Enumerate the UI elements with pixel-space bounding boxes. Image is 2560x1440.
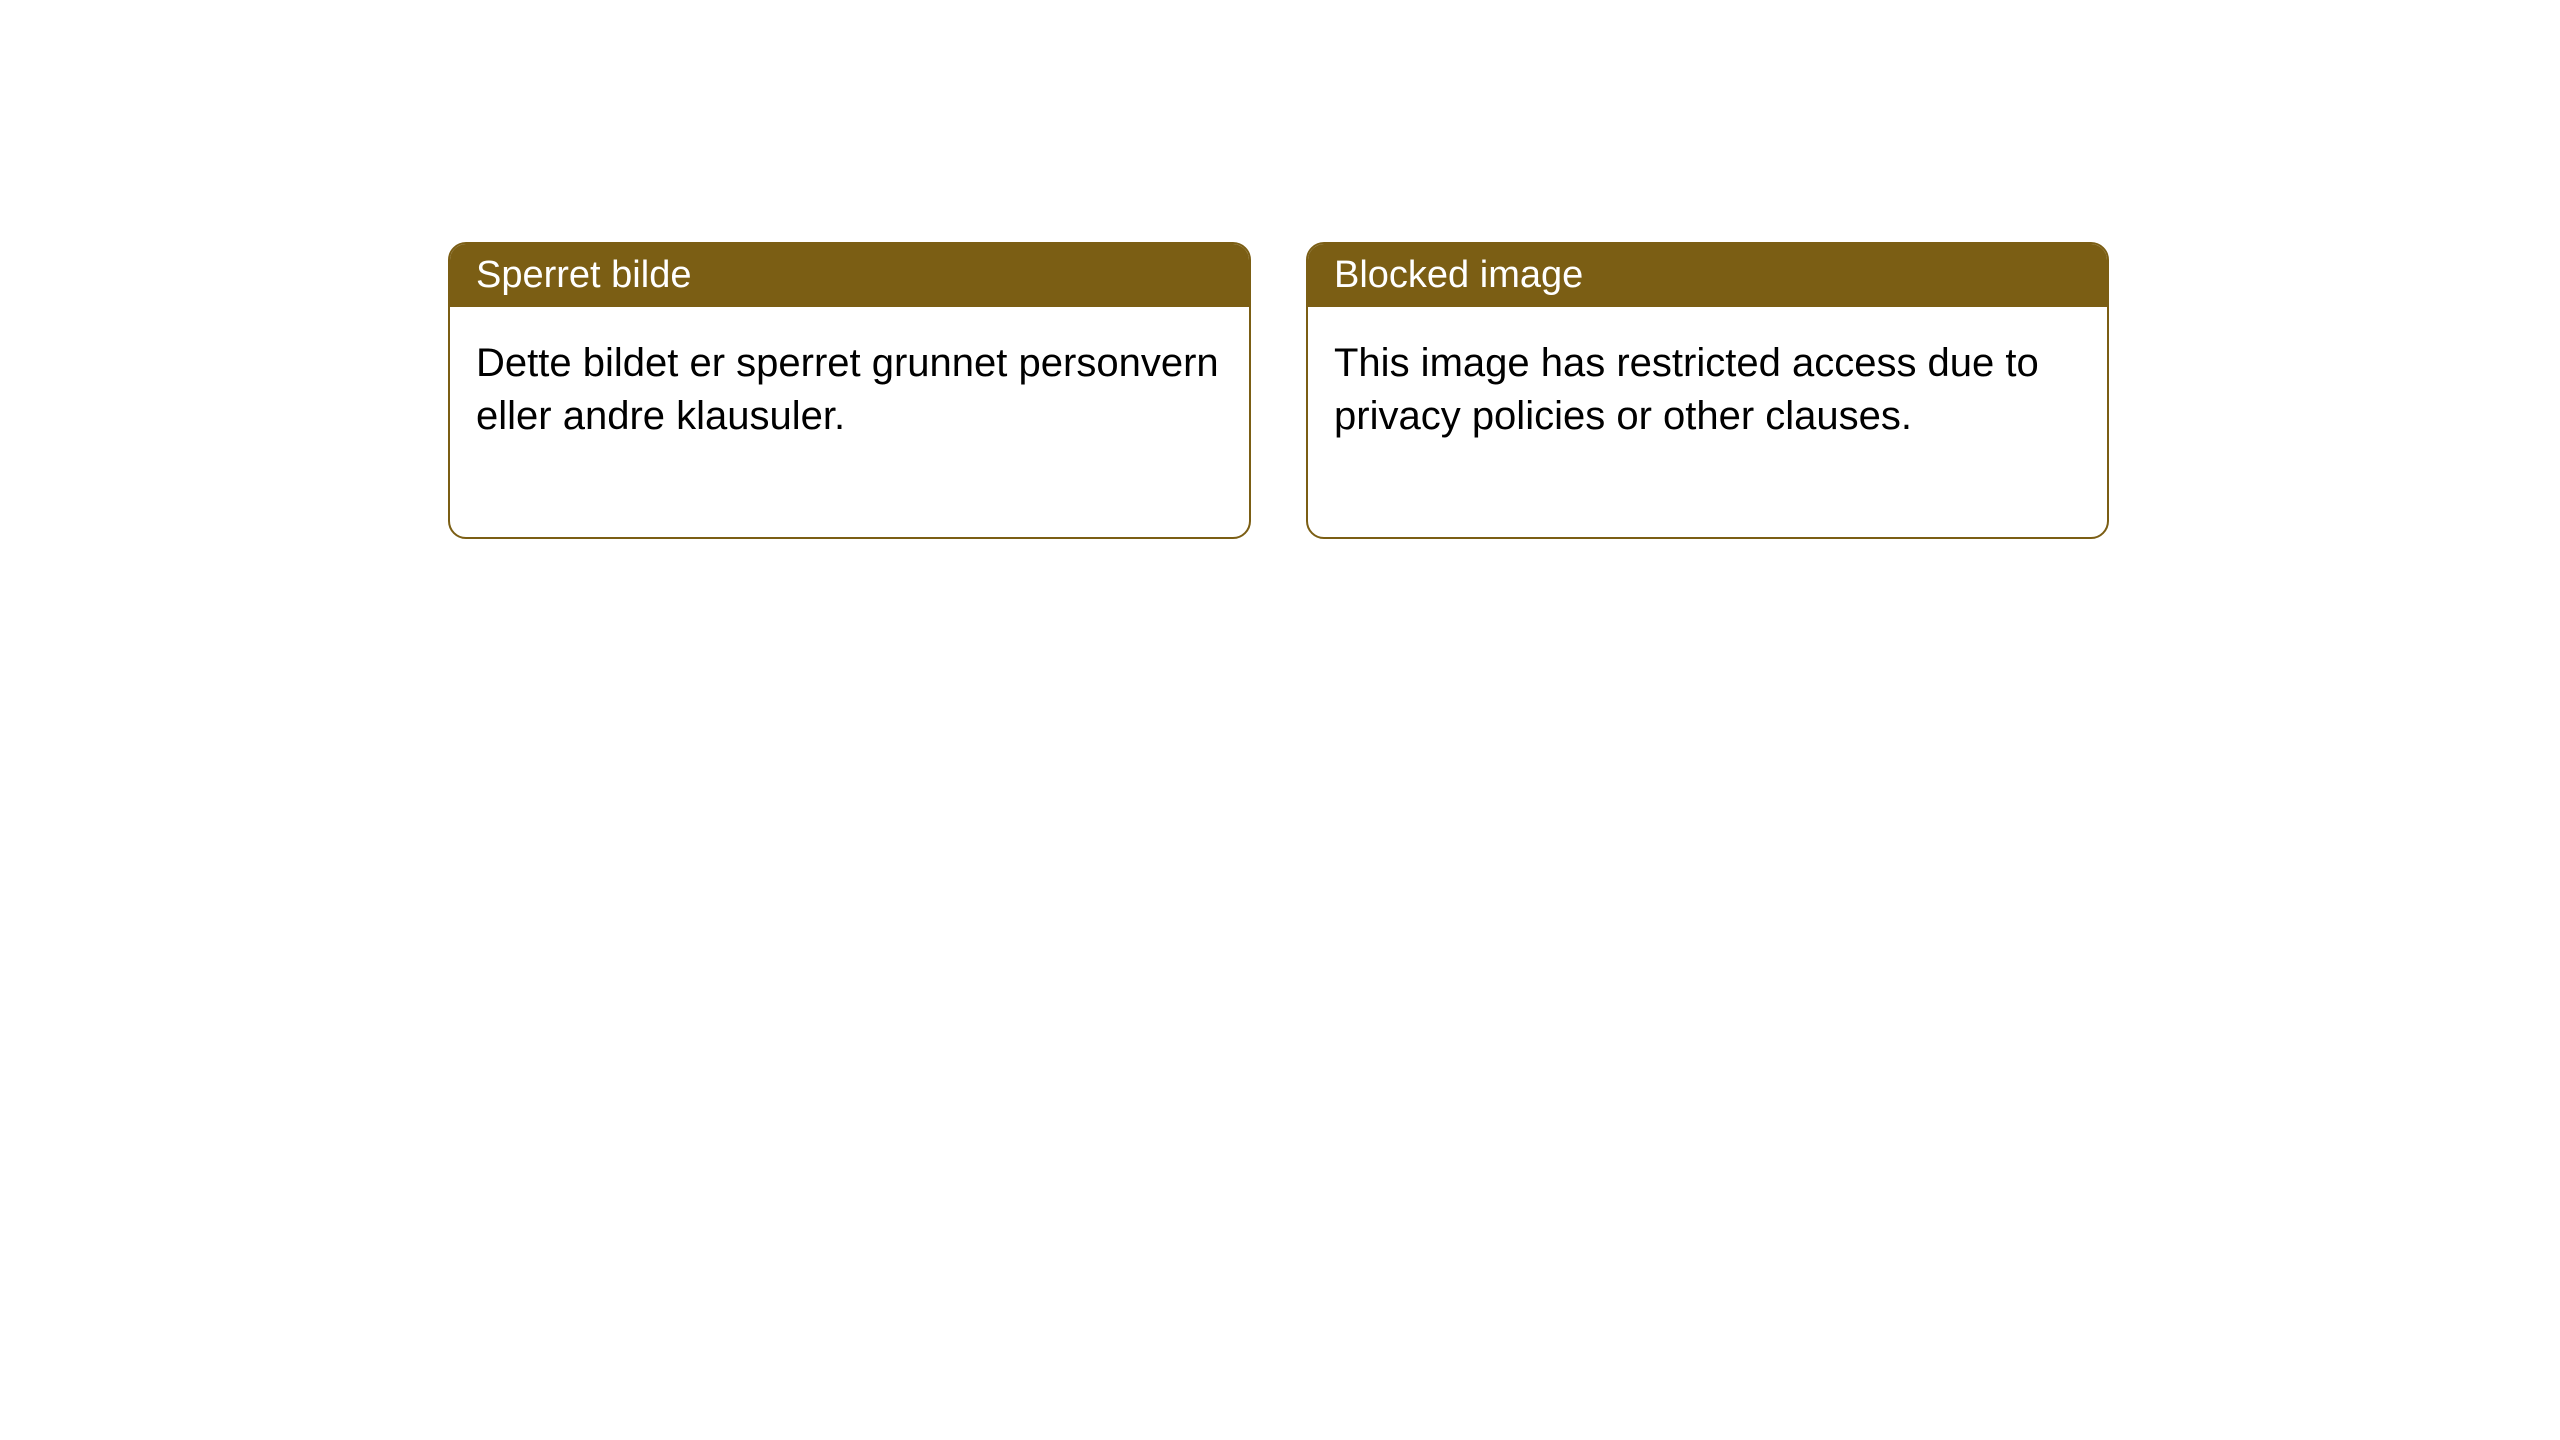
card-body-text: Dette bildet er sperret grunnet personve… xyxy=(476,341,1219,438)
card-body: Dette bildet er sperret grunnet personve… xyxy=(450,307,1249,537)
card-body-text: This image has restricted access due to … xyxy=(1334,341,2039,438)
notice-container: Sperret bilde Dette bildet er sperret gr… xyxy=(448,242,2109,539)
notice-card-norwegian: Sperret bilde Dette bildet er sperret gr… xyxy=(448,242,1251,539)
notice-card-english: Blocked image This image has restricted … xyxy=(1306,242,2109,539)
card-title: Blocked image xyxy=(1334,254,1583,296)
card-title: Sperret bilde xyxy=(476,254,691,296)
card-header: Sperret bilde xyxy=(450,244,1249,307)
card-body: This image has restricted access due to … xyxy=(1308,307,2107,537)
card-header: Blocked image xyxy=(1308,244,2107,307)
